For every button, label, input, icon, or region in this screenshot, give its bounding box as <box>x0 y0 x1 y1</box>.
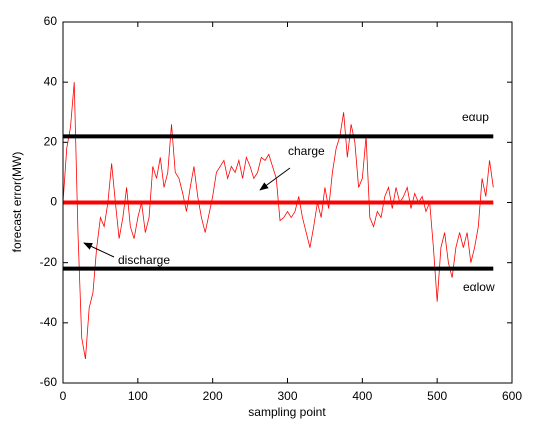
arrow <box>83 242 115 258</box>
y-tick-label: -40 <box>40 315 58 329</box>
x-tick-label: 0 <box>60 389 67 403</box>
x-tick-label: 200 <box>203 389 223 403</box>
x-tick-label: 100 <box>128 389 148 403</box>
annotation: discharge <box>118 253 170 267</box>
y-tick-label: 0 <box>50 195 57 209</box>
x-tick-label: 300 <box>277 389 297 403</box>
y-tick-label: 20 <box>44 135 58 149</box>
y-tick-label: -60 <box>40 375 58 389</box>
annotation: eαlow <box>463 280 495 294</box>
x-axis-label: sampling point <box>248 405 326 419</box>
data-line <box>62 82 494 360</box>
y-tick-label: 60 <box>44 14 58 28</box>
x-tick-label: 500 <box>427 389 447 403</box>
x-tick-label: 600 <box>502 389 522 403</box>
plot-frame <box>62 21 513 384</box>
y-axis-label: forecast error(MW) <box>10 152 24 253</box>
y-tick-label: 40 <box>44 74 58 88</box>
annotation: eαup <box>462 110 489 124</box>
y-tick-label: -20 <box>40 255 58 269</box>
x-tick-label: 400 <box>352 389 372 403</box>
annotation: charge <box>288 144 325 158</box>
arrow <box>259 167 291 191</box>
